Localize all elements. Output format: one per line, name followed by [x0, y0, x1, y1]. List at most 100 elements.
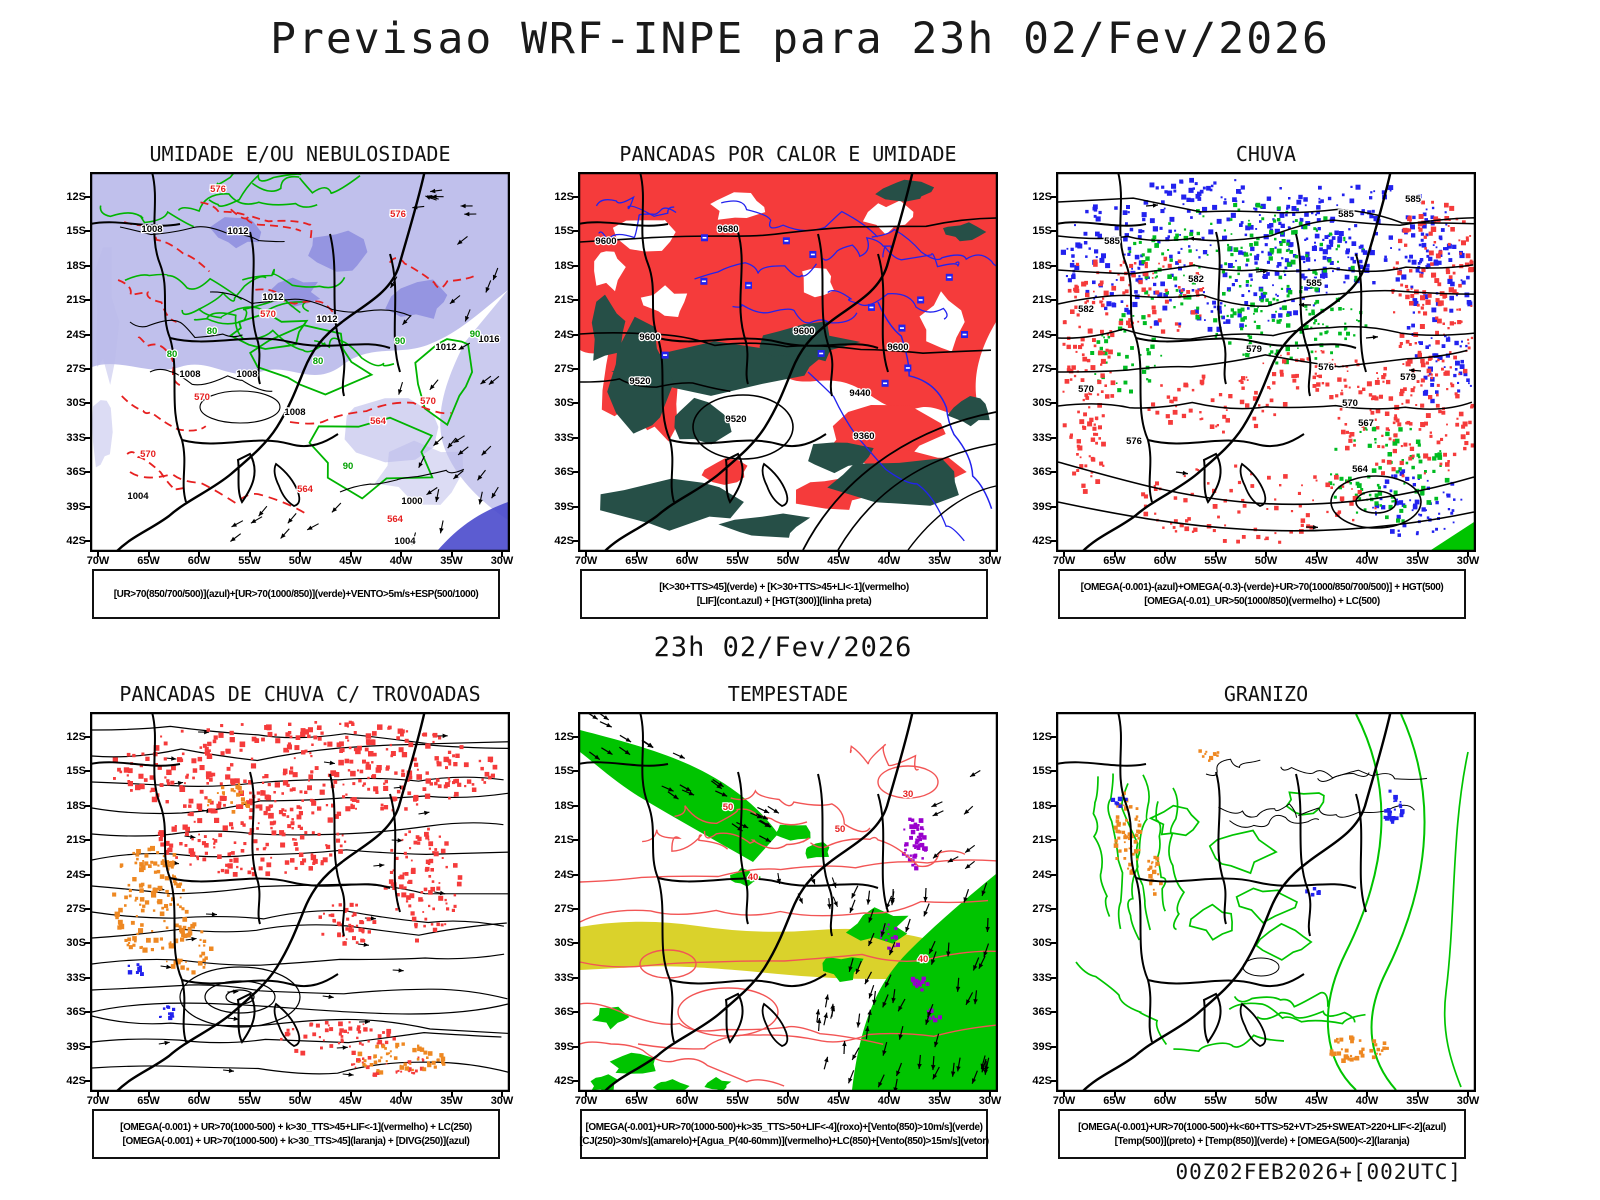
- lon-tick-mark: [635, 552, 638, 557]
- lon-tick-mark: [1214, 552, 1217, 557]
- lat-tick-mark: [573, 471, 578, 474]
- lat-tick-label: 12S: [66, 731, 86, 743]
- legend-box: [OMEGA(-0.001) + UR>70(1000-500) + k>30_…: [92, 1109, 500, 1159]
- lat-tick-label: 27S: [66, 903, 86, 915]
- lon-tick-label: 45W: [827, 1095, 850, 1107]
- lat-tick-label: 15S: [554, 225, 574, 238]
- lat-tick-mark: [573, 436, 578, 439]
- contour-label: 570: [194, 392, 210, 403]
- lat-tick-label: 15S: [66, 765, 86, 778]
- lon-tick-label: 55W: [238, 555, 261, 567]
- contour-label: 90: [343, 461, 354, 472]
- contour-label: 564: [297, 484, 314, 495]
- contour-label: 80: [207, 326, 218, 337]
- legend-line: [OMEGA(-0.001) + UR>70(1000-500) + k>30_…: [122, 1135, 470, 1147]
- lon-tick-label: 65W: [137, 1095, 160, 1107]
- lat-tick-mark: [573, 873, 578, 876]
- legend-line: [LIF](cont.azul) + [HGT(300)](linha pret…: [696, 595, 872, 607]
- lat-tick-label: 36S: [1032, 1006, 1052, 1019]
- contour-label: 40: [748, 872, 759, 883]
- lon-tick-label: 50W: [776, 555, 800, 567]
- lon-tick-label: 50W: [288, 1095, 312, 1107]
- lon-tick-label: 40W: [1355, 555, 1379, 567]
- contour-label: 567: [1358, 418, 1374, 429]
- lon-tick-mark: [585, 552, 587, 557]
- panel-tempestade: TEMPESTADE 50 40 50 30 40 12S 15S 18S 21S 24S 27S 30…: [554, 682, 1001, 1159]
- lat-tick-mark: [573, 505, 578, 508]
- lat-tick-mark: [573, 1045, 578, 1048]
- contour-label: 1012: [262, 292, 283, 303]
- lat-tick-mark: [573, 333, 578, 336]
- lat-tick-mark: [573, 976, 578, 979]
- lon-tick-label: 45W: [339, 555, 362, 567]
- legend-line: [OMEGA(-0.001)-(azul)+OMEGA(-0.3)-(verde…: [1080, 581, 1444, 593]
- lat-tick-label: 36S: [66, 1006, 86, 1019]
- contour-label: 50: [723, 802, 734, 813]
- lat-tick-label: 24S: [66, 868, 86, 881]
- lon-tick-label: 65W: [1103, 555, 1126, 567]
- lon-tick-label: 45W: [827, 555, 850, 567]
- lon-tick-mark: [888, 1092, 890, 1097]
- lat-tick-label: 33S: [1032, 971, 1052, 984]
- legend-box: [OMEGA(-0.001)+UR>70(1000-500)+k<60+TTS>…: [1058, 1109, 1466, 1159]
- contour-label: 579: [1400, 372, 1416, 383]
- lat-tick-mark: [85, 839, 90, 842]
- legend-box: [UR>70(850/700/500)](azul)+[UR>70(1000/8…: [92, 569, 500, 619]
- lon-tick-label: 35W: [1406, 555, 1429, 567]
- legend-box: [OMEGA(-0.001)-(azul)+OMEGA(-0.3)-(verde…: [1058, 569, 1466, 619]
- lat-tick-label: 12S: [554, 731, 574, 743]
- lat-tick-mark: [85, 942, 90, 945]
- lat-tick-mark: [85, 368, 90, 370]
- lon-tick-label: 50W: [1254, 1095, 1278, 1107]
- lat-tick-label: 36S: [554, 466, 574, 479]
- contour-label: 564: [370, 416, 387, 427]
- lon-tick-mark: [349, 552, 352, 557]
- lon-tick-mark: [1164, 552, 1166, 557]
- lon-tick-mark: [198, 552, 200, 557]
- contour-label: 1012: [316, 314, 337, 325]
- lon-tick-mark: [938, 552, 941, 557]
- contour-label: 1012: [227, 226, 248, 237]
- map-tempestade: 50 40 50 30 40 12S 15S 18S 21S 24S 27S 30S 33S 36S 39S…: [554, 712, 1001, 1107]
- lat-tick-label: 24S: [1032, 868, 1052, 881]
- contour-label: 564: [1352, 464, 1369, 475]
- lat-tick-label: 15S: [66, 225, 86, 238]
- lat-tick-label: 15S: [1032, 765, 1052, 778]
- lon-tick-mark: [989, 552, 991, 557]
- lon-tick-label: 35W: [440, 555, 463, 567]
- lat-tick-label: 42S: [554, 1075, 574, 1087]
- contour-label: 585: [1405, 194, 1422, 205]
- lon-tick-label: 35W: [928, 555, 951, 567]
- lat-tick-mark: [85, 333, 90, 336]
- lat-tick-mark: [1051, 1080, 1056, 1082]
- lat-tick-mark: [1051, 804, 1056, 807]
- lon-tick-label: 55W: [726, 1095, 749, 1107]
- lon-tick-mark: [501, 552, 503, 557]
- lat-tick-mark: [573, 264, 578, 267]
- map-chuva: 585 585 585 582 585 582 579 576 579 570 567 576 564 5…: [1032, 172, 1479, 567]
- lon-tick-mark: [736, 1092, 739, 1097]
- lat-tick-mark: [85, 264, 90, 267]
- main-title: Previsao WRF-INPE para 23h 02/Fev/2026: [270, 14, 1330, 64]
- lat-tick-mark: [1051, 402, 1056, 405]
- lon-tick-mark: [686, 1092, 688, 1097]
- panel-title: TEMPESTADE: [727, 682, 849, 706]
- contour-label: 582: [1078, 304, 1094, 315]
- map-granizo: 12S 15S 18S 21S 24S 27S 30S 33S 36S 39S 42S 70W 65W 6…: [1032, 712, 1479, 1107]
- lat-tick-label: 18S: [1032, 259, 1052, 272]
- panel-title: PANCADAS DE CHUVA C/ TROVOADAS: [119, 682, 481, 706]
- contour-label: 1004: [127, 491, 149, 502]
- lon-tick-mark: [1265, 1092, 1267, 1097]
- lon-tick-label: 55W: [1204, 1095, 1227, 1107]
- lon-tick-label: 50W: [1254, 555, 1278, 567]
- lon-tick-mark: [736, 552, 739, 557]
- lon-tick-label: 55W: [238, 1095, 261, 1107]
- lon-tick-label: 55W: [726, 555, 749, 567]
- lon-tick-label: 35W: [1406, 1095, 1429, 1107]
- lon-tick-label: 30W: [978, 555, 1002, 567]
- lat-tick-label: 36S: [66, 466, 86, 479]
- lat-tick-label: 33S: [66, 971, 86, 984]
- lat-tick-mark: [85, 770, 90, 773]
- lat-tick-label: 18S: [66, 799, 86, 812]
- lon-tick-mark: [198, 1092, 200, 1097]
